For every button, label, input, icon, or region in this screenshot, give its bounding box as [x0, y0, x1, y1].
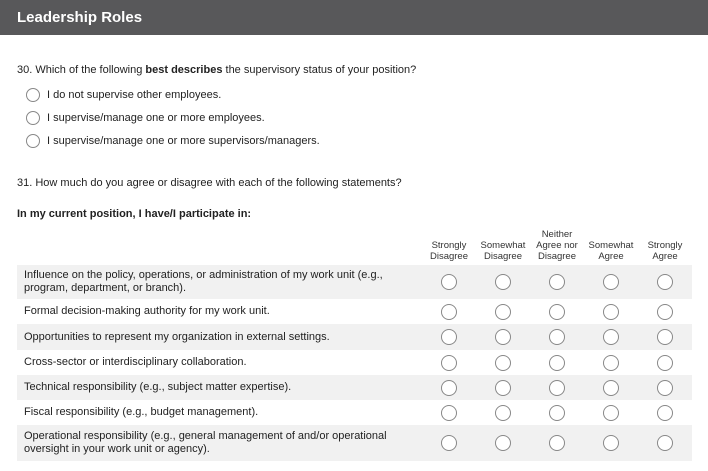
q30-text: 30. Which of the following — [17, 64, 146, 76]
scale-header-2: Neither Agree nor Disagree — [530, 229, 584, 262]
matrix-radio-3[interactable] — [603, 354, 619, 371]
matrix-radio-1[interactable] — [495, 435, 511, 451]
q31-subheading: In my current position, I have/I partici… — [17, 208, 252, 220]
matrix-radio-0[interactable] — [441, 329, 457, 345]
option-label: I do not supervise other employees. — [47, 89, 222, 101]
statement-label: Technical responsibility (e.g., subject … — [24, 381, 292, 393]
matrix-radio-4[interactable] — [657, 435, 673, 451]
scale-header-line: Disagree — [537, 251, 577, 262]
matrix-radio-4[interactable] — [657, 329, 673, 345]
q30-bold: best describes — [145, 64, 223, 76]
matrix-radio-2[interactable] — [549, 354, 565, 371]
matrix-radio-4[interactable] — [657, 354, 673, 371]
matrix-radio-1[interactable] — [495, 303, 511, 320]
matrix-radio-4[interactable] — [657, 274, 673, 290]
matrix-radio-1[interactable] — [495, 329, 511, 345]
scale-header-line: Strongly — [647, 240, 683, 251]
statement-label: Formal decision-making authority for my … — [24, 305, 270, 317]
section-header: Leadership Roles — [0, 0, 708, 35]
radio-button[interactable] — [26, 134, 40, 148]
matrix-radio-0[interactable] — [441, 404, 457, 421]
scale-header-line: Agree nor — [536, 240, 578, 251]
matrix-radio-4[interactable] — [657, 303, 673, 320]
option-label: I supervise/manage one or more employees… — [47, 112, 265, 124]
matrix-row: Influence on the policy, operations, or … — [17, 265, 692, 299]
matrix-radio-2[interactable] — [549, 379, 565, 396]
scale-header-line: Agree — [598, 251, 624, 262]
option-label: I supervise/manage one or more superviso… — [47, 135, 320, 147]
statement-label: Influence on the policy, operations, or … — [24, 269, 383, 294]
matrix-radio-1[interactable] — [495, 404, 511, 421]
statement-label: Opportunities to represent my organizati… — [24, 330, 330, 343]
matrix-radio-2[interactable] — [549, 274, 565, 290]
matrix-radio-0[interactable] — [441, 379, 457, 396]
question-31: 31. How much do you agree or disagree wi… — [17, 177, 402, 189]
question-30: 30. Which of the following best describe… — [17, 64, 416, 76]
q30-option-1[interactable]: I do not supervise other employees. — [26, 88, 221, 102]
matrix-radio-3[interactable] — [603, 435, 619, 451]
q30-option-2[interactable]: I supervise/manage one or more employees… — [26, 111, 265, 125]
matrix-radio-3[interactable] — [603, 329, 619, 345]
matrix-radio-2[interactable] — [549, 329, 565, 345]
matrix-row: Opportunities to represent my organizati… — [17, 324, 692, 350]
statement-label: Fiscal responsibility (e.g., budget mana… — [24, 406, 259, 418]
matrix-radio-0[interactable] — [441, 354, 457, 371]
matrix-radio-2[interactable] — [549, 435, 565, 451]
matrix-radio-2[interactable] — [549, 303, 565, 320]
matrix-radio-4[interactable] — [657, 404, 673, 421]
scale-header-line: Disagree — [429, 251, 469, 262]
matrix-row: Operational responsibility (e.g., genera… — [17, 425, 692, 461]
scale-header-line: Agree — [652, 251, 678, 262]
q30-text-end: the supervisory status of your position? — [222, 64, 417, 76]
scale-header-0: Strongly Disagree — [422, 229, 476, 262]
matrix-row: Cross-sector or interdisciplinary collab… — [17, 350, 692, 375]
matrix-radio-3[interactable] — [603, 303, 619, 320]
matrix-row: Fiscal responsibility (e.g., budget mana… — [17, 400, 692, 425]
statement-label: Cross-sector or interdisciplinary collab… — [24, 356, 247, 368]
matrix-row: Formal decision-making authority for my … — [17, 299, 692, 324]
matrix-radio-1[interactable] — [495, 274, 511, 290]
scale-header-1: Somewhat Disagree — [476, 229, 530, 262]
matrix-radio-2[interactable] — [549, 404, 565, 421]
matrix-radio-1[interactable] — [495, 354, 511, 371]
matrix-radio-4[interactable] — [657, 379, 673, 396]
scale-header-line: Somewhat — [588, 240, 634, 251]
matrix-radio-0[interactable] — [441, 303, 457, 320]
scale-header-line: Somewhat — [480, 240, 526, 251]
q30-option-3[interactable]: I supervise/manage one or more superviso… — [26, 134, 320, 148]
section-title: Leadership Roles — [17, 9, 143, 26]
matrix-radio-3[interactable] — [603, 274, 619, 290]
scale-header-3: Somewhat Agree — [584, 229, 638, 262]
matrix-radio-0[interactable] — [441, 435, 457, 451]
statement-label: Operational responsibility (e.g., genera… — [24, 430, 387, 455]
scale-header-line: Strongly — [431, 240, 467, 251]
radio-button[interactable] — [26, 111, 40, 125]
radio-button[interactable] — [26, 88, 40, 102]
matrix-radio-3[interactable] — [603, 404, 619, 421]
matrix-radio-0[interactable] — [441, 274, 457, 290]
scale-header-line: Neither — [541, 229, 573, 240]
scale-header-line: Disagree — [483, 251, 523, 262]
matrix-radio-3[interactable] — [603, 379, 619, 396]
scale-header-4: Strongly Agree — [638, 229, 692, 262]
matrix-radio-1[interactable] — [495, 379, 511, 396]
matrix-row: Technical responsibility (e.g., subject … — [17, 375, 692, 400]
